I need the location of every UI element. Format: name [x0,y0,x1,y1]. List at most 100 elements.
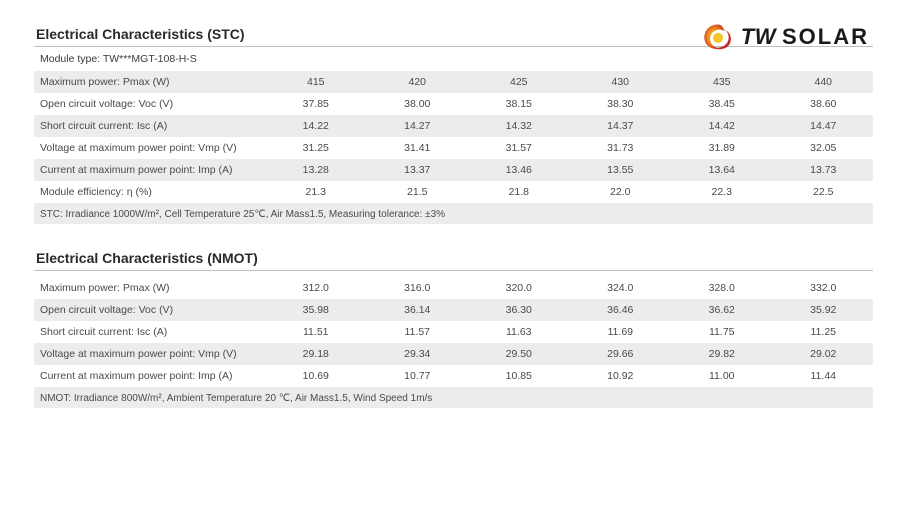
row-label: Voltage at maximum power point: Vmp (V) [34,343,264,365]
cell-value: 21.5 [366,181,468,203]
table-row: Maximum power: Pmax (W)41542042543043544… [34,71,873,93]
cell-value: 36.62 [670,299,772,321]
table-row: Maximum power: Pmax (W)312.0316.0320.032… [34,277,873,299]
row-label: Module efficiency: η (%) [34,181,264,203]
cell-value: 14.32 [467,115,569,137]
cell-value: 13.37 [366,159,468,181]
cell-value: 312.0 [264,277,366,299]
cell-value: 14.27 [366,115,468,137]
cell-value: 29.18 [264,343,366,365]
cell-value: 10.92 [569,365,671,387]
cell-value: 38.45 [670,93,772,115]
cell-value: 332.0 [772,277,874,299]
row-label: Maximum power: Pmax (W) [34,71,264,93]
cell-value: 36.30 [467,299,569,321]
cell-value: 13.73 [772,159,874,181]
cell-value: 31.73 [569,137,671,159]
cell-value: 36.14 [366,299,468,321]
nmot-section: Electrical Characteristics (NMOT) Maximu… [34,248,873,408]
cell-value: 22.3 [670,181,772,203]
cell-value: 425 [467,71,569,93]
cell-value: 11.00 [670,365,772,387]
cell-value: 29.66 [569,343,671,365]
cell-value: 11.63 [467,321,569,343]
nmot-footnote: NMOT: Irradiance 800W/m², Ambient Temper… [34,387,873,408]
cell-value: 435 [670,71,772,93]
cell-value: 31.57 [467,137,569,159]
cell-value: 430 [569,71,671,93]
cell-value: 31.89 [670,137,772,159]
cell-value: 38.00 [366,93,468,115]
cell-value: 320.0 [467,277,569,299]
cell-value: 14.47 [772,115,874,137]
table-row: Short circuit current: Isc (A)14.2214.27… [34,115,873,137]
cell-value: 32.05 [772,137,874,159]
cell-value: 14.37 [569,115,671,137]
cell-value: 11.51 [264,321,366,343]
table-row: Open circuit voltage: Voc (V)37.8538.003… [34,93,873,115]
cell-value: 13.28 [264,159,366,181]
cell-value: 13.64 [670,159,772,181]
stc-section: Electrical Characteristics (STC) Module … [34,24,873,224]
cell-value: 11.69 [569,321,671,343]
cell-value: 29.34 [366,343,468,365]
row-label: Open circuit voltage: Voc (V) [34,299,264,321]
cell-value: 415 [264,71,366,93]
row-label: Current at maximum power point: Imp (A) [34,365,264,387]
cell-value: 21.3 [264,181,366,203]
cell-value: 13.55 [569,159,671,181]
cell-value: 420 [366,71,468,93]
cell-value: 37.85 [264,93,366,115]
cell-value: 11.25 [772,321,874,343]
cell-value: 31.25 [264,137,366,159]
row-label: Open circuit voltage: Voc (V) [34,93,264,115]
row-label: Voltage at maximum power point: Vmp (V) [34,137,264,159]
cell-value: 22.5 [772,181,874,203]
brand-logo: TW SOLAR [701,22,869,52]
cell-value: 35.92 [772,299,874,321]
cell-value: 22.0 [569,181,671,203]
table-row: Short circuit current: Isc (A)11.5111.57… [34,321,873,343]
cell-value: 11.57 [366,321,468,343]
brand-tw: TW [741,24,776,50]
row-label: Maximum power: Pmax (W) [34,277,264,299]
cell-value: 14.22 [264,115,366,137]
row-label: Short circuit current: Isc (A) [34,115,264,137]
cell-value: 35.98 [264,299,366,321]
cell-value: 14.42 [670,115,772,137]
cell-value: 29.82 [670,343,772,365]
cell-value: 11.44 [772,365,874,387]
cell-value: 31.41 [366,137,468,159]
cell-value: 324.0 [569,277,671,299]
row-label: Short circuit current: Isc (A) [34,321,264,343]
stc-table: Maximum power: Pmax (W)41542042543043544… [34,71,873,203]
cell-value: 38.30 [569,93,671,115]
cell-value: 10.69 [264,365,366,387]
cell-value: 36.46 [569,299,671,321]
cell-value: 29.50 [467,343,569,365]
cell-value: 38.15 [467,93,569,115]
cell-value: 10.85 [467,365,569,387]
row-label: Current at maximum power point: Imp (A) [34,159,264,181]
table-row: Current at maximum power point: Imp (A)1… [34,365,873,387]
sun-swirl-icon [701,22,735,52]
cell-value: 38.60 [772,93,874,115]
nmot-title: Electrical Characteristics (NMOT) [34,248,873,271]
cell-value: 11.75 [670,321,772,343]
cell-value: 29.02 [772,343,874,365]
cell-value: 13.46 [467,159,569,181]
brand-text: TW SOLAR [741,24,869,50]
nmot-table: Maximum power: Pmax (W)312.0316.0320.032… [34,277,873,387]
table-row: Open circuit voltage: Voc (V)35.9836.143… [34,299,873,321]
cell-value: 10.77 [366,365,468,387]
cell-value: 440 [772,71,874,93]
stc-footnote: STC: Irradiance 1000W/m², Cell Temperatu… [34,203,873,224]
table-row: Voltage at maximum power point: Vmp (V)3… [34,137,873,159]
cell-value: 21.8 [467,181,569,203]
table-row: Voltage at maximum power point: Vmp (V)2… [34,343,873,365]
table-row: Current at maximum power point: Imp (A)1… [34,159,873,181]
cell-value: 328.0 [670,277,772,299]
brand-solar: SOLAR [782,24,869,50]
cell-value: 316.0 [366,277,468,299]
table-row: Module efficiency: η (%)21.321.521.822.0… [34,181,873,203]
